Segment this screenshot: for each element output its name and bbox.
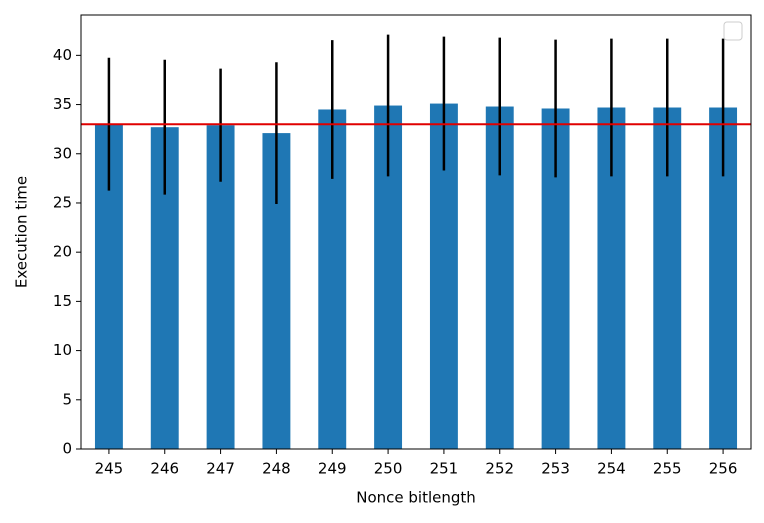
x-tick-label: 247 bbox=[206, 460, 235, 478]
x-tick-label: 255 bbox=[653, 460, 682, 478]
y-tick-label: 20 bbox=[53, 243, 72, 261]
x-tick-label: 250 bbox=[374, 460, 403, 478]
legend-box bbox=[723, 21, 743, 41]
x-tick-label: 251 bbox=[430, 460, 459, 478]
y-tick-label: 15 bbox=[53, 292, 72, 310]
y-tick-label: 35 bbox=[53, 95, 72, 113]
x-tick-label: 253 bbox=[541, 460, 570, 478]
x-tick-label: 246 bbox=[150, 460, 179, 478]
y-tick-label: 0 bbox=[62, 440, 72, 458]
x-tick-label: 249 bbox=[318, 460, 347, 478]
x-axis-label: Nonce bitlength bbox=[356, 489, 476, 507]
x-tick-label: 254 bbox=[597, 460, 626, 478]
x-tick-label: 248 bbox=[262, 460, 291, 478]
x-tick-label: 245 bbox=[95, 460, 124, 478]
y-tick-label: 25 bbox=[53, 193, 72, 211]
plot-frame bbox=[80, 14, 752, 450]
y-tick-label: 30 bbox=[53, 144, 72, 162]
y-axis-label: Execution time bbox=[13, 176, 31, 288]
x-tick-label: 252 bbox=[485, 460, 514, 478]
y-tick-label: 5 bbox=[62, 390, 72, 408]
y-tick-label: 40 bbox=[53, 46, 72, 64]
y-tick-label: 10 bbox=[53, 341, 72, 359]
x-tick-label: 256 bbox=[709, 460, 738, 478]
